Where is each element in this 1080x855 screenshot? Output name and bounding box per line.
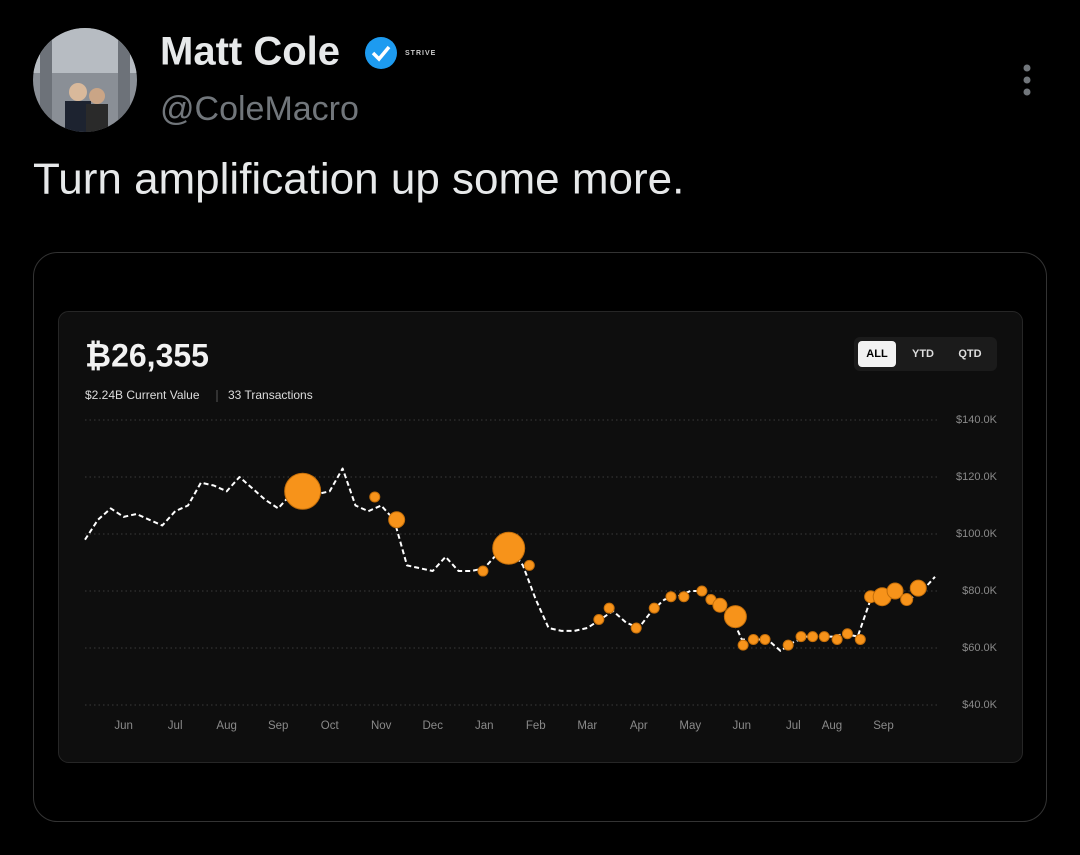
transaction-bubble[interactable] [737, 639, 749, 651]
transaction-bubble[interactable] [807, 631, 819, 643]
x-tick-label: Sep [873, 720, 893, 732]
plot: ALL YTD QTD $40.0K $60.0K $80.0K $100.0K $120.0… [84, 341, 998, 732]
transaction-bubble[interactable] [369, 491, 381, 503]
x-tick-label: Jun [733, 720, 752, 732]
range-button-active[interactable] [858, 341, 896, 367]
range-button[interactable]: QTD [958, 348, 981, 360]
x-tick-label: Jun [114, 720, 133, 732]
transaction-bubble[interactable] [665, 591, 677, 603]
transaction-bubble[interactable] [909, 579, 927, 597]
x-tick-label: Jul [786, 720, 801, 732]
transaction-bubble[interactable] [630, 622, 642, 634]
subtitle-count: 33 Transactions [228, 388, 313, 402]
transaction-bubble[interactable] [284, 472, 322, 510]
transaction-bubble[interactable] [723, 605, 747, 629]
user-handle[interactable]: @ColeMacro [160, 90, 359, 128]
x-tick-label: May [679, 720, 701, 732]
x-tick-label: Dec [423, 720, 444, 732]
y-tick-label: $40.0K [962, 699, 998, 711]
range-button[interactable]: ALL [866, 348, 888, 360]
transaction-bubble[interactable] [795, 631, 807, 643]
transaction-bubble[interactable] [886, 582, 904, 600]
transaction-bubble[interactable] [759, 633, 771, 645]
tweet-text: Turn amplification up some more. [33, 155, 684, 204]
x-tick-label: Feb [526, 720, 546, 732]
transaction-bubble[interactable] [782, 639, 794, 651]
y-tick-label: $80.0K [962, 585, 998, 597]
x-tick-label: Aug [216, 720, 236, 732]
more-menu[interactable] [1023, 64, 1031, 96]
chart-title: ₿26,355 [85, 337, 209, 373]
y-tick-label: $60.0K [962, 642, 998, 654]
transaction-bubble[interactable] [831, 633, 843, 645]
affiliate-badge[interactable]: STRIVE [405, 50, 436, 57]
transaction-bubble[interactable] [603, 602, 615, 614]
x-tick-label: Oct [321, 720, 340, 732]
verified-badge [365, 37, 397, 69]
subtitle-value: $2.24B Current Value [85, 388, 200, 402]
transaction-bubble[interactable] [523, 559, 535, 571]
user-name[interactable]: Matt Cole [160, 30, 340, 74]
chart-panel [58, 311, 1023, 763]
transaction-bubble[interactable] [712, 597, 728, 613]
avatar[interactable] [33, 28, 137, 136]
transaction-bubble[interactable] [477, 565, 489, 577]
range-button[interactable]: YTD [912, 348, 934, 360]
transaction-bubble[interactable] [648, 602, 660, 614]
transaction-bubble[interactable] [854, 633, 866, 645]
x-tick-label: Mar [577, 720, 597, 732]
transaction-bubble[interactable] [696, 585, 708, 597]
transaction-bubble[interactable] [900, 593, 914, 607]
transaction-bubble[interactable] [678, 591, 690, 603]
x-tick-label: Aug [822, 720, 842, 732]
transaction-bubble[interactable] [593, 614, 605, 625]
y-tick-label: $100.0K [956, 528, 998, 540]
x-tick-label: Apr [630, 720, 648, 732]
x-tick-label: Nov [371, 720, 392, 732]
transaction-bubble[interactable] [841, 628, 853, 640]
y-tick-label: $140.0K [956, 414, 998, 426]
transaction-bubble[interactable] [492, 531, 526, 565]
transaction-bubble[interactable] [747, 633, 759, 645]
y-tick-label: $120.0K [956, 471, 998, 483]
transaction-bubble[interactable] [388, 511, 406, 529]
x-tick-label: Jan [475, 720, 494, 732]
transaction-bubble[interactable] [818, 631, 830, 643]
x-tick-label: Jul [168, 720, 183, 732]
x-tick-label: Sep [268, 720, 288, 732]
